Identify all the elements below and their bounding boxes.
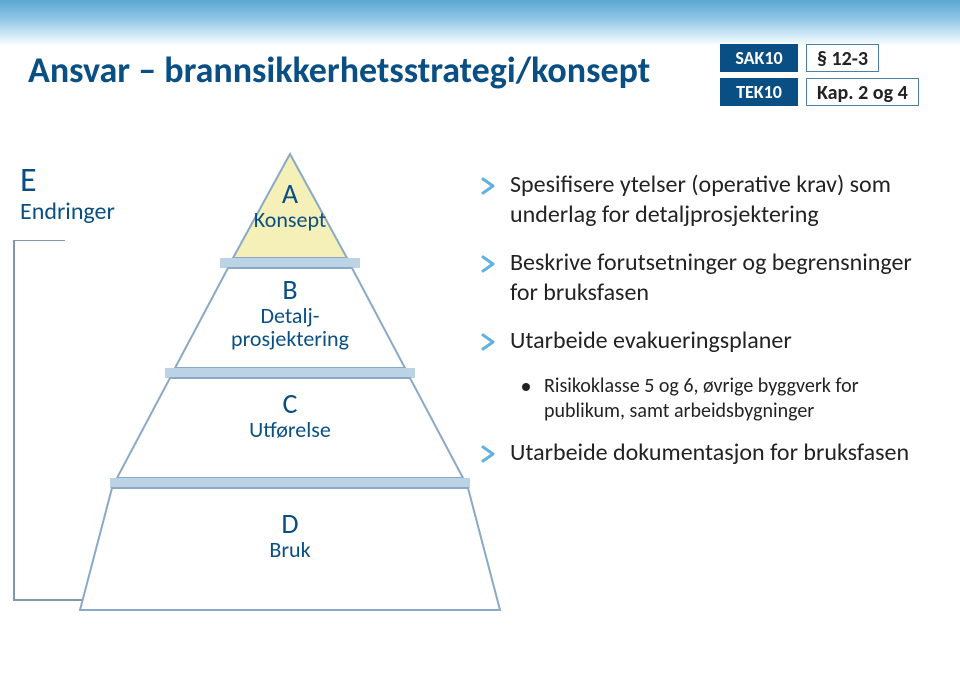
bullet-2-text: Beskrive forutsetninger og begrensninger… [510,248,930,308]
bullet-3-sub: Risikoklasse 5 og 6, øvrige byggverk for… [522,374,930,424]
bullet-4: Utarbeide dokumentasjon for bruksfasen [480,438,930,468]
chevron-icon [480,255,498,273]
bullet-1: Spesifisere ytelser (operative krav) som… [480,170,930,230]
bullet-3-text: Utarbeide evakueringsplaner [510,326,930,356]
chevron-icon [480,177,498,195]
pyramid-label-c: C Utførelse [70,390,510,441]
pyramid-label-b: B Detalj-prosjektering [70,276,510,350]
pyramid-label-d: D Bruk [70,510,510,561]
pyramid-label-b-word: Detalj-prosjektering [70,304,510,350]
bullet-3: Utarbeide evakueringsplaner [480,326,930,356]
bullet-1-text: Spesifisere ytelser (operative krav) som… [510,170,930,230]
bullet-2: Beskrive forutsetninger og begrensninger… [480,248,930,308]
dot-icon [522,383,530,391]
reg-sak-text: § 12-3 [806,44,879,72]
bullet-3-sub-text: Risikoklasse 5 og 6, øvrige byggverk for… [544,374,930,424]
pyramid-label-a: A Konsept [70,180,510,231]
page-title: Ansvar – brannsikkerhetsstrategi/konsept [28,48,650,92]
top-banner [0,0,960,46]
reg-sak-label: SAK10 [720,44,798,72]
reg-tek-label: TEK10 [720,78,798,106]
pyramid: A Konsept B Detalj-prosjektering C Utfør… [70,150,510,630]
chevron-icon [480,333,498,351]
bullet-4-text: Utarbeide dokumentasjon for bruksfasen [510,438,930,468]
reg-tek-text: Kap. 2 og 4 [806,78,919,106]
chevron-icon [480,445,498,463]
bullet-list: Spesifisere ytelser (operative krav) som… [480,170,930,486]
